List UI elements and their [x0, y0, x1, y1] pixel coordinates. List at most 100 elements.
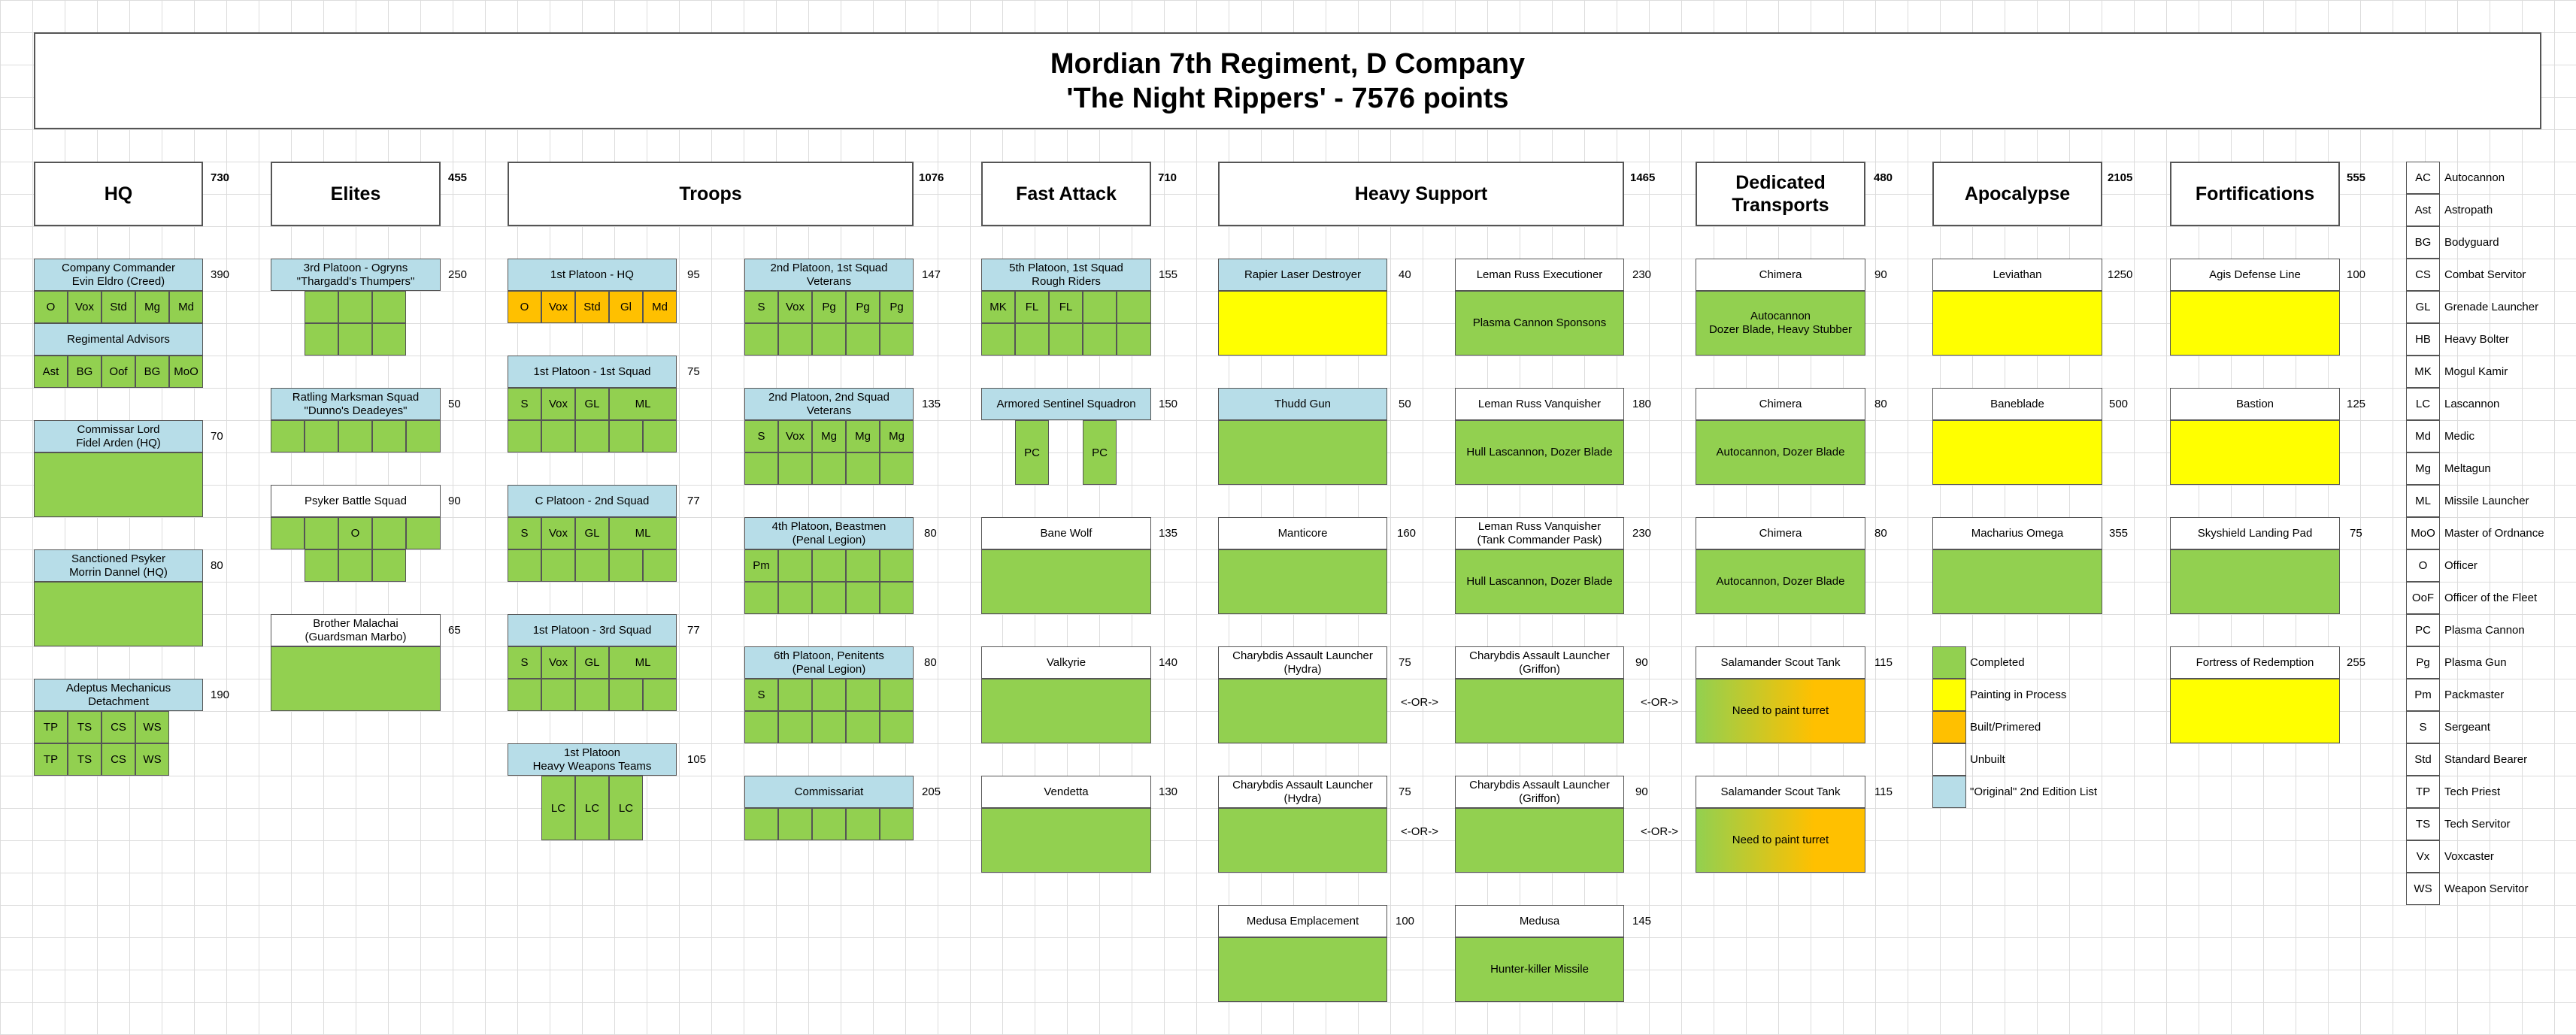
unit-chimera-1-points: 90 — [1874, 268, 1887, 281]
page-title: Mordian 7th Regiment, D Company 'The Nig… — [34, 32, 2541, 129]
unit-fortress-of-redemption-points: 255 — [2347, 656, 2366, 669]
model-cell — [575, 420, 609, 452]
unit-adeptus-mechanicus-points: 190 — [211, 688, 230, 701]
unit-body — [2170, 291, 2340, 356]
unit-thudd-gun: Thudd Gun — [1218, 388, 1387, 420]
model-cell: LC — [609, 776, 643, 840]
model-cell — [846, 452, 880, 485]
model-cell — [778, 711, 812, 743]
unit-valkyrie: Valkyrie — [981, 646, 1151, 679]
abbr-code: PC — [2406, 614, 2440, 646]
unit-brother-malachai-points: 65 — [448, 624, 461, 637]
model-cell — [406, 517, 441, 549]
category-dedicated-transports-points: 480 — [1874, 171, 1893, 184]
model-cell — [778, 582, 812, 614]
unit-skyshield: Skyshield Landing Pad — [2170, 517, 2340, 549]
unit-manticore: Manticore — [1218, 517, 1387, 549]
unit-body — [1932, 291, 2102, 356]
model-cell: BG — [135, 356, 169, 388]
model-cell: Std — [102, 291, 135, 323]
unit-baneblade-points: 500 — [2109, 398, 2129, 410]
model-cell — [338, 323, 372, 356]
unit-veterans-2nd: 2nd Platoon, 2nd Squad Veterans — [744, 388, 914, 420]
unit-charybdis-hydra-1-points: 75 — [1399, 656, 1411, 669]
unit-macharius-omega: Macharius Omega — [1932, 517, 2102, 549]
model-cell — [541, 549, 575, 582]
unit-ogryns: 3rd Platoon - Ogryns "Thargadd's Thumpers… — [271, 259, 441, 291]
model-cell — [880, 549, 914, 582]
unit-1st-squad-points: 75 — [687, 365, 700, 378]
unit-agis-defense-line-points: 100 — [2347, 268, 2366, 281]
model-cell: Mg — [880, 420, 914, 452]
model-cell — [812, 711, 846, 743]
unit-body — [981, 808, 1151, 873]
model-cell — [812, 582, 846, 614]
unit-salamander-2: Salamander Scout Tank — [1696, 776, 1865, 808]
model-cell — [372, 420, 406, 452]
model-cell — [846, 679, 880, 711]
unit-sentinel-squadron: Armored Sentinel Squadron — [981, 388, 1151, 420]
abbr-meaning: Plasma Cannon — [2444, 624, 2525, 637]
unit-charybdis-griffon-1-points: 90 — [1635, 656, 1648, 669]
abbr-code: O — [2406, 549, 2440, 582]
unit-baneblade: Baneblade — [1932, 388, 2102, 420]
model-cell: BG — [68, 356, 102, 388]
model-cell — [880, 452, 914, 485]
unit-commissariat-points: 205 — [922, 785, 941, 798]
unit-2nd-squad-points: 77 — [687, 495, 700, 507]
model-cell — [778, 323, 812, 356]
model-cell — [338, 420, 372, 452]
model-cell: Oof — [102, 356, 135, 388]
model-cell — [778, 679, 812, 711]
unit-body — [1932, 549, 2102, 614]
unit-body: Need to paint turret — [1696, 679, 1865, 743]
model-cell — [1117, 323, 1151, 356]
model-cell: WS — [135, 711, 169, 743]
model-cell — [575, 679, 609, 711]
abbr-meaning: Voxcaster — [2444, 850, 2494, 863]
model-cell — [846, 323, 880, 356]
unit-body — [1455, 679, 1624, 743]
unit-vendetta: Vendetta — [981, 776, 1151, 808]
model-cell — [541, 679, 575, 711]
abbr-code: TP — [2406, 776, 2440, 808]
abbr-code: Mg — [2406, 452, 2440, 485]
model-cell: Mg — [846, 420, 880, 452]
or-separator: <-OR-> — [1401, 696, 1439, 709]
abbr-meaning: Officer — [2444, 559, 2478, 572]
unit-commissar-lord: Commissar Lord Fidel Arden (HQ) — [34, 420, 203, 452]
unit-skyshield-points: 75 — [2350, 527, 2362, 540]
model-cell: PC — [1083, 420, 1117, 485]
model-cell — [609, 679, 643, 711]
model-cell — [846, 808, 880, 840]
unit-body: Autocannon, Dozer Blade — [1696, 549, 1865, 614]
unit-penitents-points: 80 — [924, 656, 937, 669]
unit-bastion-points: 125 — [2347, 398, 2366, 410]
model-cell — [778, 452, 812, 485]
model-cell: TS — [68, 711, 102, 743]
model-cell: Gl — [609, 291, 643, 323]
category-troops-points: 1076 — [919, 171, 944, 184]
unit-charybdis-hydra-1: Charybdis Assault Launcher (Hydra) — [1218, 646, 1387, 679]
abbr-meaning: Packmaster — [2444, 688, 2505, 701]
unit-body: Plasma Cannon Sponsons — [1455, 291, 1624, 356]
unit-charybdis-griffon-1: Charybdis Assault Launcher (Griffon) — [1455, 646, 1624, 679]
unit-leman-russ-executioner-points: 230 — [1632, 268, 1652, 281]
model-cell — [338, 549, 372, 582]
or-separator: <-OR-> — [1641, 825, 1679, 838]
abbr-code: S — [2406, 711, 2440, 743]
unit-leviathan: Leviathan — [1932, 259, 2102, 291]
model-cell — [575, 549, 609, 582]
unit-medusa: Medusa — [1455, 905, 1624, 937]
category-dedicated-transports: Dedicated Transports — [1696, 162, 1865, 226]
model-cell: WS — [135, 743, 169, 776]
abbr-meaning: Autocannon — [2444, 171, 2505, 184]
unit-body: Hull Lascannon, Dozer Blade — [1455, 549, 1624, 614]
category-elites: Elites — [271, 162, 441, 226]
category-elites-points: 455 — [448, 171, 468, 184]
unit-sanctioned-psyker-points: 80 — [211, 559, 223, 572]
unit-commissar-lord-points: 70 — [211, 430, 223, 443]
unit-heavy-weapons-teams: 1st Platoon Heavy Weapons Teams — [508, 743, 677, 776]
abbr-code: Pg — [2406, 646, 2440, 679]
unit-salamander-2-points: 115 — [1874, 785, 1893, 798]
